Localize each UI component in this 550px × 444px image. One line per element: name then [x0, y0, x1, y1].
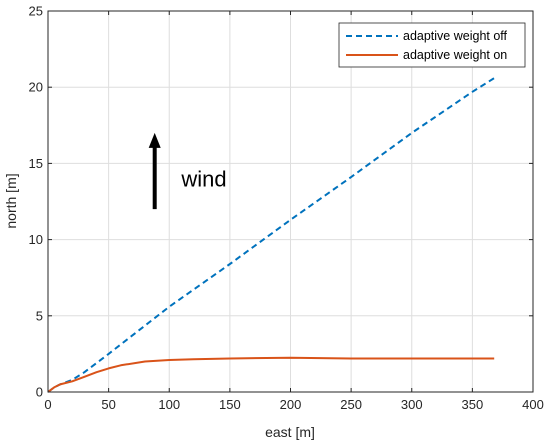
y-tick-label: 15 — [29, 156, 43, 171]
x-axis-label: east [m] — [265, 424, 315, 440]
legend-label-on: adaptive weight on — [403, 48, 507, 62]
legend-label-off: adaptive weight off — [403, 29, 508, 43]
wind-arrowhead-icon — [148, 132, 161, 148]
legend: adaptive weight off adaptive weight on — [338, 22, 526, 68]
wind-label: wind — [180, 167, 226, 192]
y-tick-label: 25 — [29, 4, 43, 19]
x-tick-label: 0 — [44, 397, 51, 412]
x-tick-label: 100 — [158, 397, 180, 412]
x-tick-label: 400 — [522, 397, 544, 412]
y-tick-label: 0 — [36, 385, 43, 400]
x-tick-label: 200 — [280, 397, 302, 412]
y-tick-label: 5 — [36, 308, 43, 323]
series-line-adaptive-weight-on — [47, 356, 495, 393]
y-tick-label: 10 — [29, 232, 43, 247]
wind-annotation: wind — [148, 132, 227, 210]
legend-box — [338, 22, 526, 68]
ticks — [47, 10, 534, 393]
y-axis-label: north [m] — [3, 173, 19, 228]
x-tick-label: 350 — [462, 397, 484, 412]
tick-labels: 0 50 100 150 200 250 300 350 400 0 5 10 15 20 25 — [29, 4, 544, 413]
x-tick-label: 250 — [340, 397, 362, 412]
x-tick-label: 150 — [219, 397, 241, 412]
x-tick-label: 300 — [401, 397, 423, 412]
x-tick-label: 50 — [101, 397, 115, 412]
series-group — [47, 77, 495, 393]
y-tick-label: 20 — [29, 80, 43, 95]
